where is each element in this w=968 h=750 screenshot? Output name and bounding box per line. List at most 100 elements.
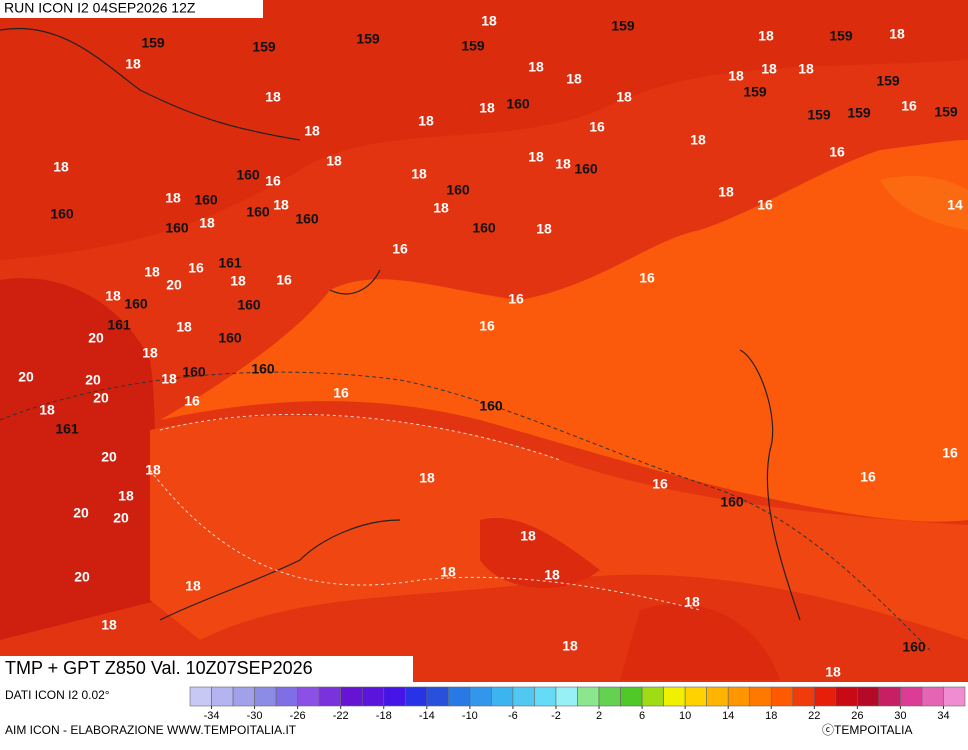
colorbar-swatch xyxy=(900,686,923,707)
colorbar-swatch xyxy=(835,686,858,707)
apennine-zone xyxy=(480,518,780,680)
temperature-label: 16 xyxy=(265,173,281,189)
colorbar-swatch xyxy=(749,686,772,707)
temperature-label: 20 xyxy=(166,277,182,293)
colorbar-tick-label: 22 xyxy=(808,710,820,722)
colorbar-swatch xyxy=(620,686,643,707)
height-label: 160 xyxy=(479,398,503,414)
colorbar-swatch xyxy=(792,686,815,707)
temperature-label: 18 xyxy=(825,664,841,680)
temperature-label: 20 xyxy=(113,510,129,526)
colorbar-tick-label: -22 xyxy=(333,710,349,722)
temperature-label: 18 xyxy=(105,288,121,304)
temperature-label: 18 xyxy=(326,153,342,169)
temperature-label: 16 xyxy=(188,260,204,276)
alps-zone xyxy=(0,0,968,260)
temperature-label: 16 xyxy=(652,476,668,492)
temperature-label: 16 xyxy=(942,445,958,461)
colorbar-swatch xyxy=(598,686,621,707)
height-label: 159 xyxy=(356,31,380,47)
map-title: TMP + GPT Z850 Val. 10Z07SEP2026 xyxy=(5,658,313,678)
temperature-label: 18 xyxy=(566,71,582,87)
height-label: 159 xyxy=(461,38,485,54)
colorbar-swatch xyxy=(469,686,492,707)
temperature-label: 14 xyxy=(947,197,963,213)
height-label: 159 xyxy=(847,105,871,121)
colorbar-swatch xyxy=(404,686,428,707)
colorbar-swatch xyxy=(275,686,298,707)
credit: AIM ICON - ELABORAZIONE WWW.TEMPOITALIA.… xyxy=(5,723,297,737)
temperature-label: 20 xyxy=(85,372,101,388)
height-label: 160 xyxy=(237,297,261,313)
height-label: 159 xyxy=(611,18,635,34)
height-label: 160 xyxy=(194,192,218,208)
colorbar-swatch xyxy=(340,686,363,707)
temperature-label: 20 xyxy=(101,449,117,465)
colorbar-tick-label: -10 xyxy=(462,710,478,722)
height-contour xyxy=(0,371,931,651)
colorbar-swatch xyxy=(555,686,578,707)
colorbar-tick-label: 6 xyxy=(639,710,645,722)
temperature-label: 18 xyxy=(761,61,777,77)
temperature-label: 18 xyxy=(562,638,578,654)
temperature-label: 18 xyxy=(125,56,141,72)
colorbar-tick-label: -26 xyxy=(290,710,306,722)
height-label: 160 xyxy=(506,96,530,112)
colorbar-swatch xyxy=(254,686,277,707)
height-label: 160 xyxy=(124,296,148,312)
temperature-label: 18 xyxy=(544,567,560,583)
colorbar-swatch xyxy=(512,686,535,707)
height-label: 160 xyxy=(472,220,496,236)
temperature-label: 18 xyxy=(479,100,495,116)
colorbar-tick-label: 14 xyxy=(722,710,734,722)
temperature-label: 18 xyxy=(440,564,456,580)
height-label: 160 xyxy=(902,639,926,655)
temperature-label: 18 xyxy=(555,156,571,172)
temperature-label: 18 xyxy=(101,617,117,633)
temperature-label: 16 xyxy=(589,119,605,135)
colorbar-tick-label: -30 xyxy=(247,710,263,722)
colorbar-swatch xyxy=(534,686,557,707)
colorbar-swatch xyxy=(814,686,837,707)
height-label: 160 xyxy=(720,494,744,510)
colorbar-tick-label: -2 xyxy=(551,710,561,722)
temperature-label: 16 xyxy=(333,385,349,401)
height-label: 160 xyxy=(295,211,319,227)
temperature-label: 18 xyxy=(273,197,289,213)
temperature-label: 20 xyxy=(74,569,90,585)
colorbar-swatch xyxy=(232,686,255,707)
temperature-label: 18 xyxy=(536,221,552,237)
colorbar-tick-label: 26 xyxy=(851,710,863,722)
temperature-label: 18 xyxy=(889,26,905,42)
temperature-label: 18 xyxy=(142,345,158,361)
temperature-label: 18 xyxy=(419,470,435,486)
temperature-label: 18 xyxy=(185,578,201,594)
height-label: 159 xyxy=(743,84,767,100)
colorbar-tick-label: -34 xyxy=(204,710,220,722)
height-label: 160 xyxy=(218,330,242,346)
temperature-label: 16 xyxy=(757,197,773,213)
temperature-label: 18 xyxy=(690,132,706,148)
height-label: 160 xyxy=(446,182,470,198)
temperature-label: 20 xyxy=(88,330,104,346)
temperature-label: 18 xyxy=(418,113,434,129)
height-label: 160 xyxy=(182,364,206,380)
temperature-label: 16 xyxy=(392,241,408,257)
temperature-label: 18 xyxy=(39,402,55,418)
height-label: 161 xyxy=(55,421,79,437)
temperature-label: 16 xyxy=(639,270,655,286)
temperature-label: 16 xyxy=(276,272,292,288)
height-label: 159 xyxy=(141,35,165,51)
temperature-label: 18 xyxy=(481,13,497,29)
colorbar-swatch xyxy=(684,686,707,707)
height-label: 159 xyxy=(934,104,958,120)
colorbar-tick-label: -6 xyxy=(508,710,518,722)
colorbar-tick-label: -18 xyxy=(376,710,392,722)
colorbar-swatch xyxy=(663,686,686,707)
temperature-label: 18 xyxy=(684,594,700,610)
temperature-label: 16 xyxy=(829,144,845,160)
colorbar-swatch xyxy=(361,686,385,707)
colorbar-tick-label: 30 xyxy=(894,710,906,722)
